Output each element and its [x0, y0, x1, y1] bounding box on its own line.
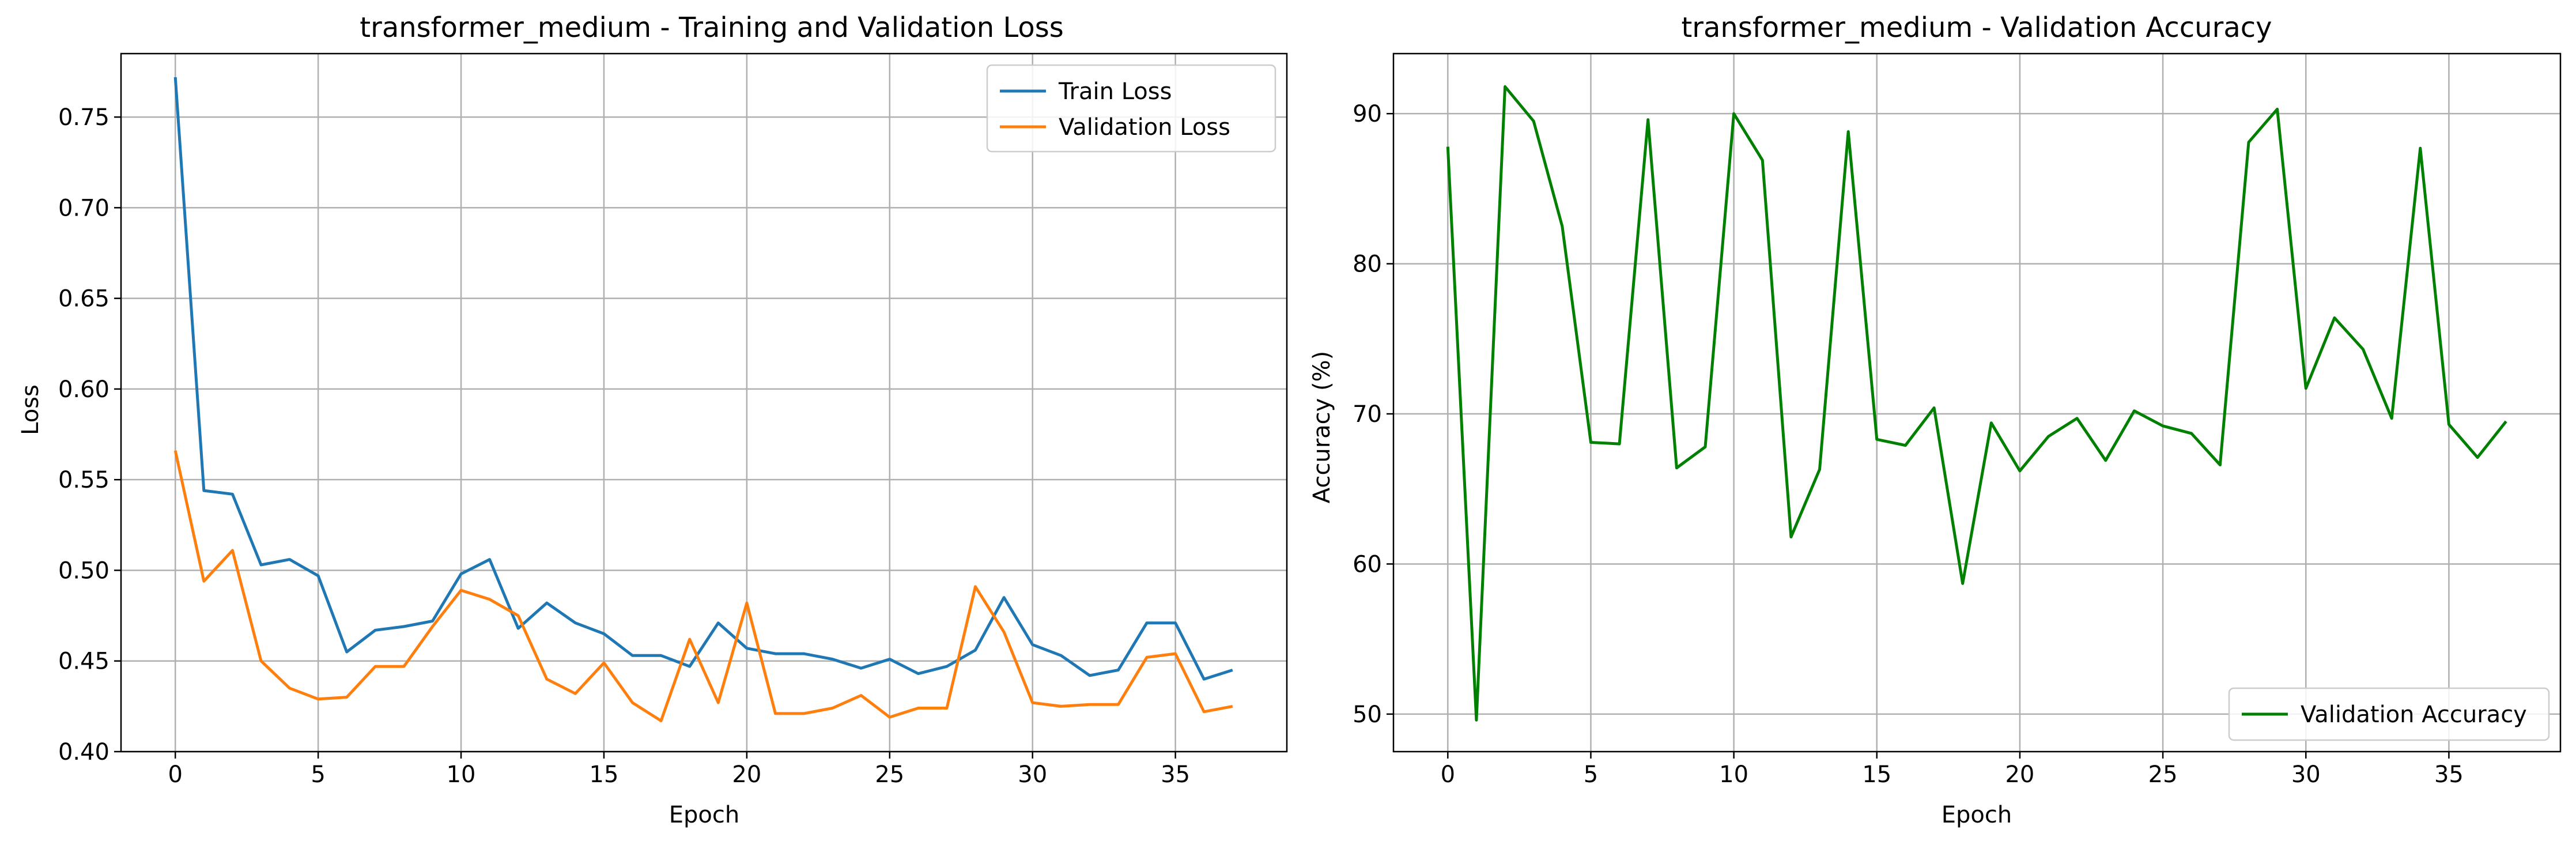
accuracy-x-tick-label: 30	[2291, 761, 2321, 788]
accuracy-x-tick-label: 10	[1719, 761, 1748, 788]
accuracy-y-tick-label: 50	[1353, 701, 1382, 728]
accuracy-x-tick-label: 25	[2148, 761, 2178, 788]
loss-x-tick-label: 35	[1161, 761, 1190, 788]
loss-axes-frame	[120, 52, 1288, 753]
loss-y-tick-label: 0.40	[58, 739, 109, 765]
loss-y-tick-label: 0.70	[58, 195, 109, 221]
loss-x-tick-label: 5	[311, 761, 325, 788]
loss-chart-ylabel: Loss	[17, 384, 44, 435]
accuracy-y-tick-label: 80	[1353, 251, 1382, 278]
accuracy-legend-label-0: Validation Accuracy	[2301, 701, 2527, 728]
loss-series-line-1	[173, 450, 1233, 722]
loss-chart-title: transformer_medium - Training and Valida…	[360, 12, 1063, 44]
accuracy-chart-ylabel: Accuracy (%)	[1309, 351, 1335, 504]
accuracy-y-tick-label: 70	[1353, 401, 1382, 428]
loss-legend: Train Loss Validation Loss	[986, 64, 1276, 153]
loss-x-tick-label: 25	[875, 761, 904, 788]
loss-y-tick-label: 0.55	[58, 467, 109, 493]
accuracy-y-tick-label: 90	[1353, 101, 1382, 127]
loss-y-tick-label: 0.75	[58, 104, 109, 131]
accuracy-x-tick-label: 0	[1441, 761, 1455, 788]
accuracy-series-line-0	[1446, 85, 2507, 722]
accuracy-chart-xlabel: Epoch	[1942, 802, 2012, 828]
loss-y-tick-label: 0.60	[58, 376, 109, 403]
accuracy-chart-panel: transformer_medium - Validation Accuracy…	[1309, 12, 2562, 828]
loss-x-tick-label: 0	[168, 761, 182, 788]
accuracy-axes-frame	[1392, 52, 2562, 753]
accuracy-x-tick-label: 15	[1862, 761, 1891, 788]
loss-chart-panel: transformer_medium - Training and Valida…	[17, 12, 1288, 828]
loss-y-tick-label: 0.65	[58, 286, 109, 312]
accuracy-legend-box	[2228, 687, 2550, 741]
accuracy-x-tick-label: 5	[1584, 761, 1598, 788]
loss-y-tick-label: 0.50	[58, 557, 109, 584]
loss-legend-label-1: Validation Loss	[1059, 114, 1230, 141]
loss-x-tick-label: 30	[1018, 761, 1047, 788]
loss-x-tick-label: 20	[732, 761, 761, 788]
loss-x-tick-label: 15	[590, 761, 619, 788]
loss-legend-box	[986, 64, 1276, 153]
loss-chart-xlabel: Epoch	[669, 802, 739, 828]
accuracy-x-tick-label: 35	[2434, 761, 2464, 788]
loss-y-tick-label: 0.45	[58, 648, 109, 675]
accuracy-chart-title: transformer_medium - Validation Accuracy	[1681, 12, 2272, 44]
loss-legend-label-0: Train Loss	[1058, 78, 1172, 105]
accuracy-legend: Validation Accuracy	[2228, 687, 2550, 741]
loss-series-line-0	[173, 77, 1233, 681]
loss-x-tick-label: 10	[447, 761, 476, 788]
accuracy-y-tick-label: 60	[1353, 551, 1382, 578]
accuracy-x-tick-label: 20	[2005, 761, 2034, 788]
